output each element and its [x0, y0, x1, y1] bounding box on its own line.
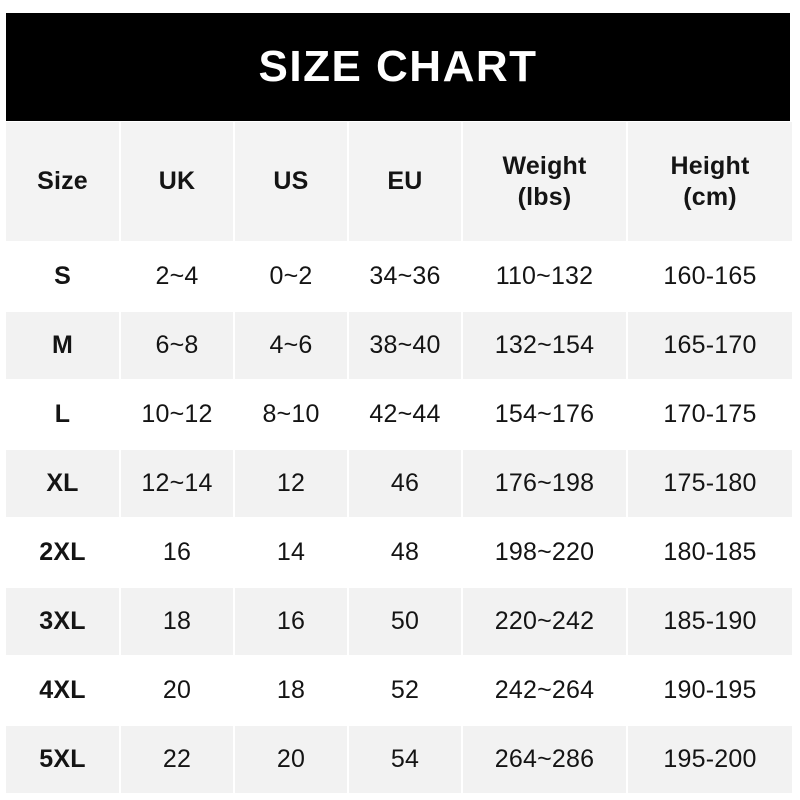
cell-size: 2XL	[6, 519, 121, 588]
cell-height: 190-195	[628, 657, 792, 726]
cell-uk: 12~14	[121, 450, 235, 519]
cell-eu: 50	[349, 588, 463, 657]
cell-weight: 132~154	[463, 312, 628, 381]
cell-eu: 46	[349, 450, 463, 519]
table-row: 5XL 22 20 54 264~286 195-200	[6, 726, 792, 795]
cell-us: 14	[235, 519, 349, 588]
column-header-eu: EU	[349, 122, 463, 243]
cell-height: 160-165	[628, 243, 792, 312]
cell-eu: 48	[349, 519, 463, 588]
table-row: S 2~4 0~2 34~36 110~132 160-165	[6, 243, 792, 312]
cell-size: S	[6, 243, 121, 312]
cell-us: 8~10	[235, 381, 349, 450]
cell-weight: 220~242	[463, 588, 628, 657]
cell-eu: 42~44	[349, 381, 463, 450]
column-header-height: Height (cm)	[628, 122, 792, 243]
cell-eu: 34~36	[349, 243, 463, 312]
cell-size: 3XL	[6, 588, 121, 657]
cell-uk: 18	[121, 588, 235, 657]
cell-weight: 110~132	[463, 243, 628, 312]
column-header-label: Weight	[502, 152, 587, 180]
cell-weight: 154~176	[463, 381, 628, 450]
cell-size: XL	[6, 450, 121, 519]
column-header-weight: Weight (lbs)	[463, 122, 628, 243]
column-header-label: UK	[158, 167, 196, 196]
column-header-size: Size	[6, 122, 121, 243]
column-header-us: US	[235, 122, 349, 243]
cell-us: 20	[235, 726, 349, 795]
cell-uk: 2~4	[121, 243, 235, 312]
cell-uk: 16	[121, 519, 235, 588]
cell-weight: 264~286	[463, 726, 628, 795]
title-banner: SIZE CHART	[6, 13, 790, 121]
table-row: XL 12~14 12 46 176~198 175-180	[6, 450, 792, 519]
cell-height: 185-190	[628, 588, 792, 657]
cell-us: 4~6	[235, 312, 349, 381]
cell-size: L	[6, 381, 121, 450]
cell-eu: 54	[349, 726, 463, 795]
cell-height: 165-170	[628, 312, 792, 381]
cell-us: 16	[235, 588, 349, 657]
cell-us: 18	[235, 657, 349, 726]
column-header-unit: (cm)	[683, 182, 737, 211]
cell-size: M	[6, 312, 121, 381]
cell-us: 12	[235, 450, 349, 519]
header-row: Size UK US EU Weight (lbs) Height (cm)	[6, 122, 792, 243]
cell-us: 0~2	[235, 243, 349, 312]
cell-weight: 198~220	[463, 519, 628, 588]
table-header: Size UK US EU Weight (lbs) Height (cm)	[6, 122, 792, 243]
cell-weight: 242~264	[463, 657, 628, 726]
cell-height: 180-185	[628, 519, 792, 588]
cell-size: 4XL	[6, 657, 121, 726]
column-header-label: Size	[37, 167, 88, 196]
cell-height: 175-180	[628, 450, 792, 519]
page-title: SIZE CHART	[258, 42, 538, 91]
cell-uk: 22	[121, 726, 235, 795]
table-row: 3XL 18 16 50 220~242 185-190	[6, 588, 792, 657]
cell-eu: 52	[349, 657, 463, 726]
column-header-unit: (lbs)	[517, 182, 572, 211]
cell-uk: 20	[121, 657, 235, 726]
column-header-uk: UK	[121, 122, 235, 243]
cell-uk: 10~12	[121, 381, 235, 450]
column-header-label: EU	[387, 167, 423, 196]
table-body: S 2~4 0~2 34~36 110~132 160-165 M 6~8 4~6 38~40 13…	[6, 243, 792, 795]
cell-weight: 176~198	[463, 450, 628, 519]
column-header-label: Height	[670, 152, 750, 180]
cell-uk: 6~8	[121, 312, 235, 381]
cell-size: 5XL	[6, 726, 121, 795]
table-row: L 10~12 8~10 42~44 154~176 170-175	[6, 381, 792, 450]
cell-height: 170-175	[628, 381, 792, 450]
table-row: 4XL 20 18 52 242~264 190-195	[6, 657, 792, 726]
column-header-label: US	[273, 167, 309, 196]
table-row: 2XL 16 14 48 198~220 180-185	[6, 519, 792, 588]
table-row: M 6~8 4~6 38~40 132~154 165-170	[6, 312, 792, 381]
cell-height: 195-200	[628, 726, 792, 795]
cell-eu: 38~40	[349, 312, 463, 381]
size-chart-table: Size UK US EU Weight (lbs) Height (cm) S 2~4 0~2 3…	[6, 122, 792, 795]
